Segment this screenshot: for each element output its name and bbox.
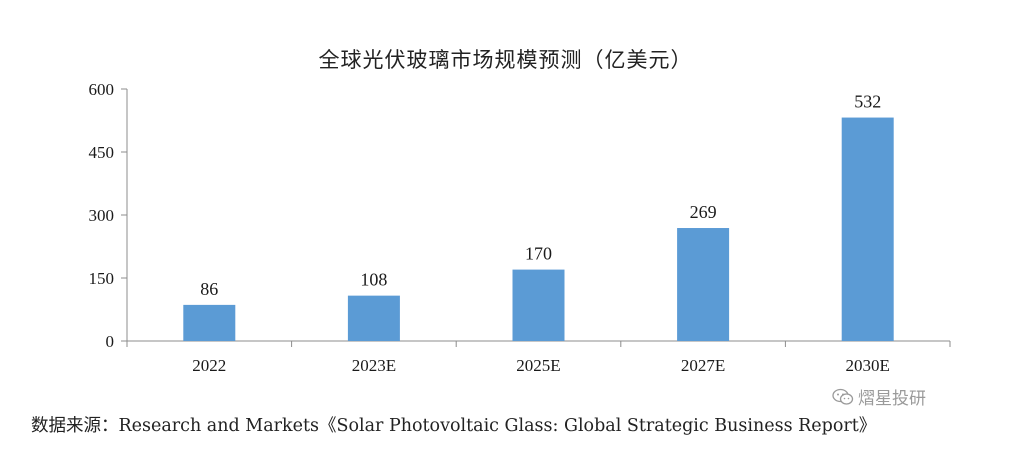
y-tick-label: 450 <box>89 143 115 162</box>
x-tick-label: 2030E <box>846 356 890 375</box>
data-label: 532 <box>854 92 881 112</box>
x-tick-label: 2025E <box>516 356 560 375</box>
x-tick-label: 2022 <box>192 356 226 375</box>
y-tick-label: 0 <box>106 332 115 351</box>
bars <box>183 117 894 341</box>
y-tick-label: 600 <box>89 80 115 99</box>
data-labels: 86 108 170 269 532 <box>200 92 881 299</box>
y-axis: 0 150 300 450 600 <box>89 80 128 351</box>
chart-title: 全球光伏玻璃市场规模预测（亿美元） <box>318 48 693 72</box>
bar-2025e <box>512 269 565 341</box>
bar-2027e <box>677 228 730 341</box>
bar-2030e <box>841 117 894 341</box>
wechat-icon <box>832 388 854 405</box>
y-tick-label: 150 <box>89 269 115 288</box>
watermark-text: 熠星投研 <box>858 389 926 409</box>
data-label: 86 <box>200 279 218 299</box>
x-tick-label: 2027E <box>681 356 725 375</box>
data-label: 108 <box>360 270 387 290</box>
source-note: 数据来源：Research and Markets《Solar Photovol… <box>31 416 877 436</box>
data-label: 170 <box>525 244 552 264</box>
data-label: 269 <box>690 202 717 222</box>
bar-2023e <box>347 295 400 341</box>
x-axis: 2022 2023E 2025E 2027E 2030E <box>126 340 951 375</box>
watermark: 熠星投研 <box>832 384 926 409</box>
y-tick-label: 300 <box>89 206 115 225</box>
bar-2022 <box>183 304 236 341</box>
x-tick-label: 2023E <box>352 356 396 375</box>
